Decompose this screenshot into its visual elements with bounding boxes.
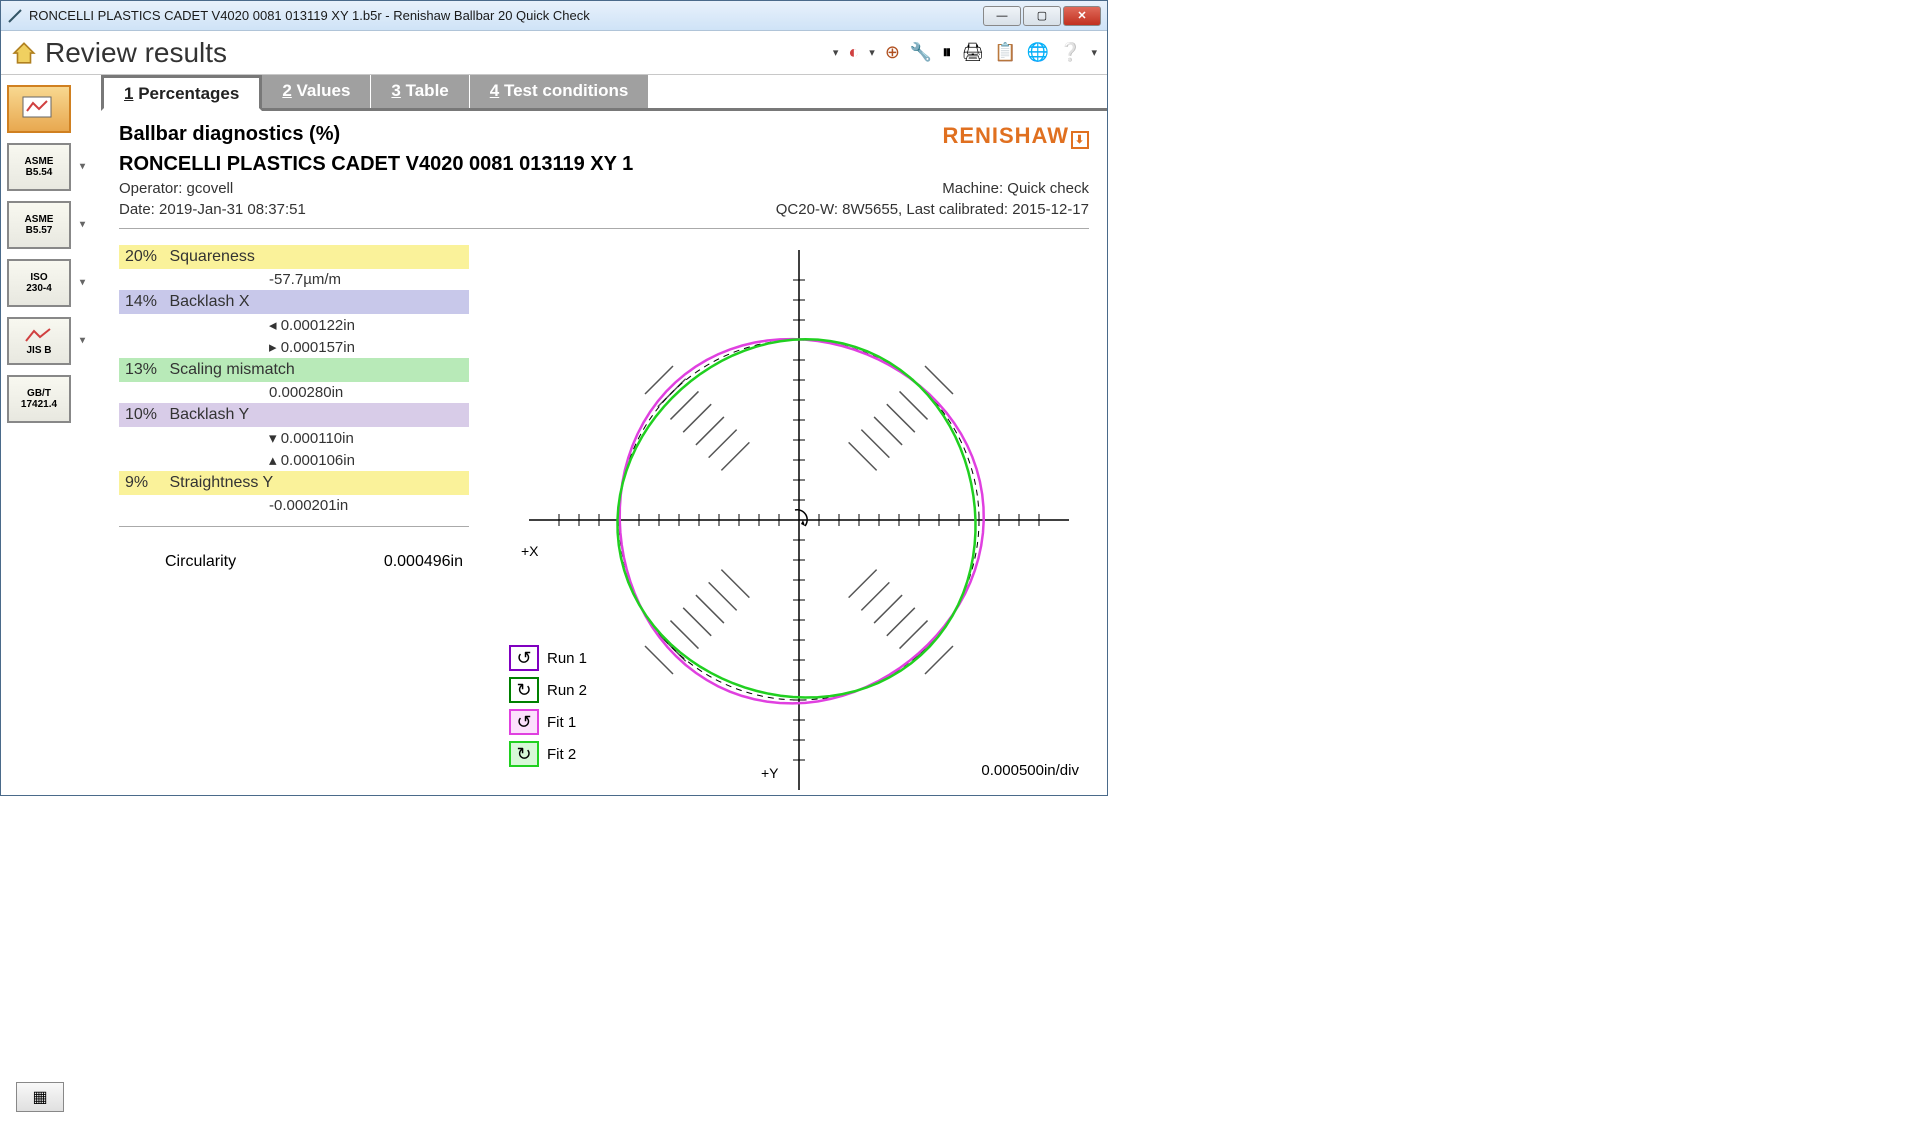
toolbar-icons: ▾ ◐ ▾ ⊕ 🔧 ⏸ 🖨 📋 🌐 ❔ ▾ xyxy=(833,42,1097,63)
window-title: RONCELLI PLASTICS CADET V4020 0081 01311… xyxy=(29,8,983,23)
diagnostic-value: ▾ 0.000110in xyxy=(119,427,469,449)
legend-fit2-icon: ↻ xyxy=(509,741,539,767)
sidebar-report-button[interactable] xyxy=(7,85,71,133)
legend: ↺Run 1 ↻Run 2 ↺Fit 1 ↻Fit 2 xyxy=(509,645,587,773)
toolbar: Review results ▾ ◐ ▾ ⊕ 🔧 ⏸ 🖨 📋 🌐 ❔ ▾ xyxy=(1,31,1107,75)
diagnostic-header: 14% Backlash X xyxy=(119,290,469,314)
body: ASMEB5.54▾ ASMEB5.57▾ ISO230-4▾ JIS B▾ G… xyxy=(1,75,1107,795)
diagnostics-panel: 20% Squareness-57.7µm/m14% Backlash X◂ 0… xyxy=(119,245,499,785)
legend-run2-icon: ↻ xyxy=(509,677,539,703)
circularity-label: Circularity xyxy=(125,553,236,571)
diagnostic-value: ▴ 0.000106in xyxy=(119,449,469,471)
tab-percentages[interactable]: 1 Percentages xyxy=(101,75,262,111)
ballbar-plot xyxy=(509,245,1089,795)
page-title: Review results xyxy=(45,37,833,69)
tabs: 1 Percentages 2 Values 3 Table 4 Test co… xyxy=(101,75,1107,111)
diagnostic-value: 0.000280in xyxy=(119,382,469,403)
diagnostic-header: 13% Scaling mismatch xyxy=(119,358,469,382)
machine-label: Machine: Quick check xyxy=(942,180,1089,197)
legend-run1-icon: ↺ xyxy=(509,645,539,671)
help-icon[interactable]: ❔ xyxy=(1059,42,1081,63)
axis-x-label: +X xyxy=(521,543,539,559)
diagnostic-value: ◂ 0.000122in xyxy=(119,314,469,336)
app-icon xyxy=(7,8,23,24)
wrench-icon[interactable]: 🔧 xyxy=(910,42,932,63)
sidebar-asme-b557[interactable]: ASMEB5.57▾ xyxy=(7,201,71,249)
circularity-value: 0.000496in xyxy=(384,553,463,571)
gauge-icon[interactable]: ◐ xyxy=(848,42,859,63)
diagnostic-value: ▸ 0.000157in xyxy=(119,336,469,358)
home-icon[interactable] xyxy=(11,40,37,66)
diagnostic-header: 20% Squareness xyxy=(119,245,469,269)
app-window: RONCELLI PLASTICS CADET V4020 0081 01311… xyxy=(0,0,1108,796)
tab-test-conditions[interactable]: 4 Test conditions xyxy=(470,75,650,108)
diagnostic-header: 10% Backlash Y xyxy=(119,403,469,427)
plot-panel: +X +Y 0.000500in/div ↺Run 1 ↻Run 2 ↺Fit … xyxy=(499,245,1089,785)
sidebar-jisb[interactable]: JIS B▾ xyxy=(7,317,71,365)
print-icon[interactable]: 🖨 xyxy=(961,42,984,63)
scale-label: 0.000500in/div xyxy=(981,762,1079,779)
dropdown-icon[interactable]: ▾ xyxy=(833,46,839,59)
operator-label: Operator: gcovell xyxy=(119,180,233,197)
close-button[interactable]: ✕ xyxy=(1063,6,1101,26)
tab-values[interactable]: 2 Values xyxy=(262,75,371,108)
sidebar-gbt[interactable]: GB/T17421.4 xyxy=(7,375,71,423)
main: 1 Percentages 2 Values 3 Table 4 Test co… xyxy=(101,75,1107,795)
sidebar: ASMEB5.54▾ ASMEB5.57▾ ISO230-4▾ JIS B▾ G… xyxy=(1,75,101,795)
tab-table[interactable]: 3 Table xyxy=(371,75,469,108)
date-label: Date: 2019-Jan-31 08:37:51 xyxy=(119,201,306,218)
brand-logo: RENISHAW⬇ xyxy=(942,123,1089,149)
maximize-button[interactable]: ▢ xyxy=(1023,6,1061,26)
dropdown-icon[interactable]: ▾ xyxy=(1091,46,1097,59)
pause-icon[interactable]: ⏸ xyxy=(942,42,951,63)
diagnostic-header: 9% Straightness Y xyxy=(119,471,469,495)
titlebar: RONCELLI PLASTICS CADET V4020 0081 01311… xyxy=(1,1,1107,31)
calibration-label: QC20-W: 8W5655, Last calibrated: 2015-12… xyxy=(776,201,1089,218)
grid-button[interactable]: ▦ xyxy=(16,1082,64,1112)
sidebar-iso-2304[interactable]: ISO230-4▾ xyxy=(7,259,71,307)
target-icon[interactable]: ⊕ xyxy=(885,42,900,63)
diagnostics-title: Ballbar diagnostics (%) xyxy=(119,123,340,146)
copy-icon[interactable]: 📋 xyxy=(994,42,1016,63)
legend-fit1-icon: ↺ xyxy=(509,709,539,735)
sidebar-asme-b554[interactable]: ASMEB5.54▾ xyxy=(7,143,71,191)
diagnostic-value: -57.7µm/m xyxy=(119,269,469,290)
diagnostic-value: -0.000201in xyxy=(119,495,469,516)
minimize-button[interactable]: — xyxy=(983,6,1021,26)
globe-icon[interactable]: 🌐 xyxy=(1027,42,1049,63)
dropdown-icon[interactable]: ▾ xyxy=(869,46,875,59)
axis-y-label: +Y xyxy=(761,765,779,781)
test-name: RONCELLI PLASTICS CADET V4020 0081 01311… xyxy=(119,153,1089,176)
